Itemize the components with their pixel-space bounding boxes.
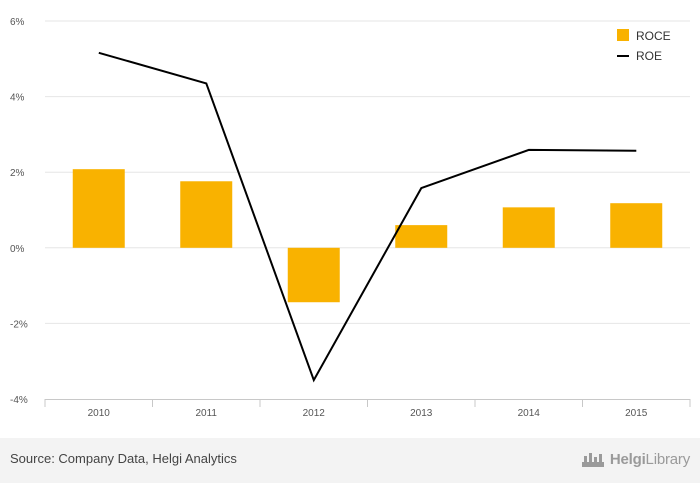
x-axis [44,399,691,407]
roce-bar [287,247,340,303]
library-icon [581,453,604,467]
roe-line [98,51,637,383]
chart: -4%-2%0%2%4%6% 2010 2011 2012 2013 2014 2015 … [10,17,691,419]
y-tick-label: 0% [10,244,25,255]
roce-bar [72,169,125,248]
helgi-library-logo[interactable]: HelgiLibrary [580,449,690,469]
y-tick-label: 6% [10,17,25,28]
x-tick-label: 2013 [410,408,433,419]
y-axis-labels: -4% -2% 0% 2% 4% 6% [10,17,28,406]
grid-lines [45,20,690,324]
roce-bars [72,169,663,303]
x-tick-label: 2015 [625,408,648,419]
brand-name: HelgiLibrary [609,450,690,468]
roce-bar [502,207,555,248]
x-axis-labels: 2010 2011 2012 2013 2014 2015 [88,408,648,419]
roce-bar [610,203,663,248]
x-tick-label: 2014 [518,408,541,419]
legend: ROCE ROE [617,29,671,63]
roce-bar [395,225,448,248]
source-text: Source: Company Data, Helgi Analytics [10,451,237,466]
legend-roce-label: ROCE [636,29,671,43]
footer: Source: Company Data, Helgi Analytics He… [0,438,700,483]
x-tick-label: 2012 [303,408,326,419]
y-tick-label: 2% [10,168,25,179]
x-tick-label: 2010 [88,408,111,419]
y-tick-label: -4% [10,395,28,406]
roce-bar [180,181,233,248]
legend-roe-label: ROE [636,49,662,63]
y-tick-label: -2% [10,319,28,330]
x-tick-label: 2011 [195,408,217,419]
y-tick-label: 4% [10,93,25,104]
legend-roce-swatch [617,29,629,41]
